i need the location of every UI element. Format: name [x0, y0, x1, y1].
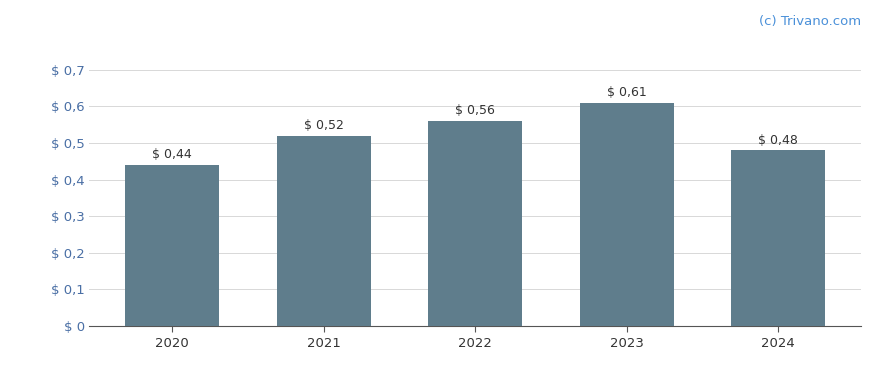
- Text: $ 0,61: $ 0,61: [607, 86, 646, 99]
- Text: (c) Trivano.com: (c) Trivano.com: [759, 14, 861, 27]
- Text: $ 0,48: $ 0,48: [758, 134, 798, 147]
- Bar: [277, 136, 370, 326]
- Bar: [731, 150, 825, 326]
- Text: $ 0,56: $ 0,56: [456, 104, 495, 117]
- Bar: [428, 121, 522, 326]
- Text: $ 0,52: $ 0,52: [304, 119, 344, 132]
- Bar: [580, 103, 673, 326]
- Text: $ 0,44: $ 0,44: [152, 148, 192, 161]
- Bar: [125, 165, 219, 326]
